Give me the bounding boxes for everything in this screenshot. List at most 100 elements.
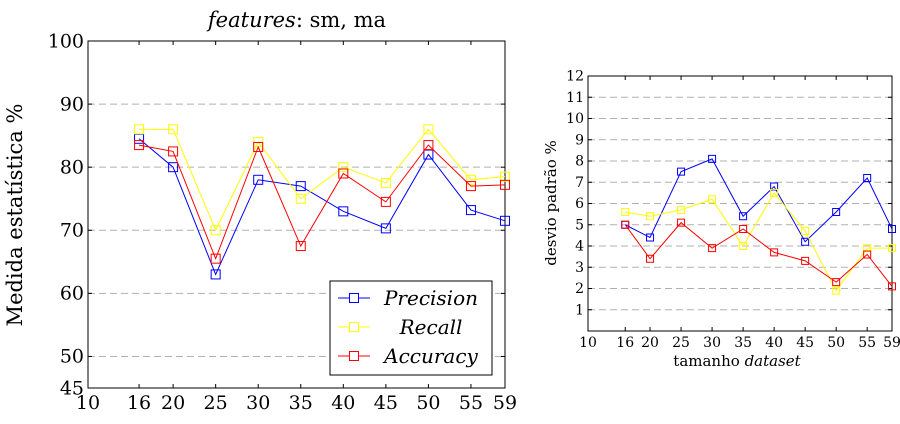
- data-point: [168, 124, 179, 135]
- data-point: [832, 278, 841, 287]
- data-point: [338, 206, 349, 217]
- legend-label: Recall: [399, 315, 463, 339]
- y-tick-label: 3: [575, 260, 584, 276]
- data-point: [295, 193, 306, 204]
- data-point: [168, 146, 179, 157]
- y-tick-label: 9: [575, 132, 584, 148]
- x-tick-label: 45: [796, 335, 814, 351]
- y-tick-label: 90: [60, 93, 84, 115]
- data-point: [500, 215, 510, 226]
- chart-title-rest: : sm, ma: [296, 8, 386, 32]
- y-tick-label: 80: [60, 156, 84, 178]
- x-tick-label: 59: [883, 335, 900, 351]
- x-tick-label: 50: [827, 335, 845, 351]
- y-tick-label: 10: [566, 111, 584, 127]
- x-tick-label: 25: [672, 335, 690, 351]
- x-tick-label: 30: [703, 335, 721, 351]
- data-point: [465, 174, 476, 185]
- data-point: [295, 181, 306, 192]
- y-tick-label: 11: [566, 90, 584, 106]
- x-tick-label: 10: [579, 335, 597, 351]
- data-point: [708, 195, 717, 204]
- x-tick-label: 16: [127, 392, 151, 414]
- y-tick-label: 6: [575, 196, 584, 212]
- legend-marker: [349, 293, 359, 303]
- series-line: [139, 128, 506, 232]
- x-tick-label: 20: [641, 335, 659, 351]
- series-line: [624, 221, 893, 287]
- series-line: [138, 144, 506, 261]
- chart-title-emphasis: features: [206, 8, 296, 32]
- data-point: [295, 241, 306, 252]
- data-point: [739, 225, 748, 233]
- data-point: [770, 182, 779, 191]
- data-point: [338, 168, 349, 179]
- data-point: [677, 205, 686, 214]
- y-tick-label: 60: [60, 283, 84, 305]
- y-tick-label: 5: [575, 217, 584, 233]
- series-line: [624, 158, 893, 243]
- series-line: [138, 138, 506, 276]
- data-point: [863, 174, 872, 182]
- x-tick-label: 40: [765, 335, 783, 351]
- y-tick-label: 1: [575, 302, 584, 318]
- data-point: [770, 248, 779, 257]
- data-point: [134, 124, 145, 135]
- data-point: [801, 227, 810, 236]
- data-point: [500, 179, 510, 190]
- y-tick-label: 50: [60, 346, 84, 368]
- chart-right: desvio padrão % tamanho dataset 12345678…: [542, 69, 900, 370]
- data-point: [465, 181, 476, 192]
- legend-label: Accuracy: [382, 344, 478, 368]
- data-point: [423, 140, 434, 151]
- data-point: [253, 174, 264, 185]
- data-point: [380, 223, 391, 234]
- legend: Precision Recall Accuracy: [329, 280, 493, 376]
- y-axis-label: desvio padrão %: [542, 140, 560, 266]
- x-tick-label: 55: [858, 335, 876, 351]
- data-point: [739, 242, 748, 250]
- data-point: [210, 225, 221, 236]
- plot-frame: [87, 40, 506, 389]
- y-tick-label: 45: [60, 377, 84, 399]
- data-point: [423, 149, 434, 160]
- data-point: [168, 162, 179, 173]
- x-tick-label: 10: [76, 392, 100, 414]
- data-point: [210, 269, 221, 280]
- data-point: [646, 254, 655, 263]
- x-tick-label: 55: [459, 392, 483, 414]
- y-tick-label: 100: [48, 30, 84, 52]
- data-point: [646, 233, 655, 242]
- legend-marker: [349, 351, 359, 361]
- y-tick-label: 8: [575, 154, 584, 170]
- x-tick-label: 30: [246, 392, 270, 414]
- data-point: [770, 188, 779, 197]
- x-tick-label: 16: [616, 335, 634, 351]
- x-axis-label-emphasis: dataset: [745, 352, 802, 370]
- data-point: [380, 177, 391, 188]
- series-line: [625, 191, 892, 292]
- data-point: [621, 220, 630, 229]
- data-point: [708, 154, 717, 163]
- data-point: [465, 205, 476, 216]
- data-point: [888, 244, 896, 253]
- data-point: [134, 140, 145, 151]
- y-tick-label: 7: [575, 175, 584, 191]
- data-point: [739, 212, 748, 221]
- data-point: [253, 141, 264, 152]
- data-point: [888, 282, 896, 291]
- data-point: [863, 250, 872, 259]
- data-point: [888, 225, 896, 233]
- chart-left: features: sm, ma Medida estatística % 45…: [3, 8, 517, 414]
- x-axis-label: tamanho dataset: [673, 352, 801, 370]
- x-tick-label: 45: [374, 392, 398, 414]
- data-point: [677, 218, 686, 227]
- data-point: [863, 244, 872, 253]
- data-point: [423, 124, 434, 135]
- x-tick-label: 35: [734, 335, 752, 351]
- data-point: [832, 286, 841, 295]
- x-tick-label: 50: [416, 392, 440, 414]
- data-point: [500, 171, 510, 182]
